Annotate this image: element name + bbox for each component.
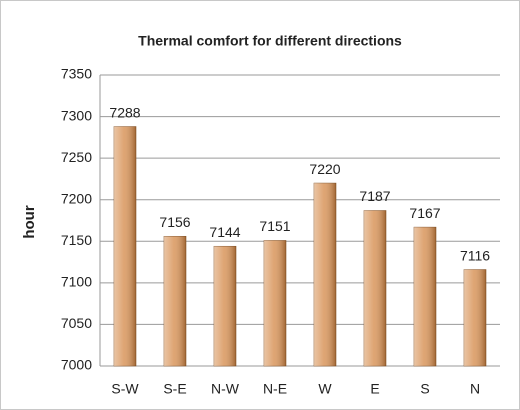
- x-tick-label: N-W: [211, 381, 240, 397]
- bar-shading: [414, 227, 436, 366]
- y-tick-label: 7300: [61, 107, 92, 123]
- data-label: 7220: [309, 161, 340, 177]
- y-tick-label: 7200: [61, 190, 92, 206]
- y-tick-label: 7100: [61, 274, 92, 290]
- data-label: 7288: [109, 104, 140, 120]
- bar-shading: [114, 126, 136, 366]
- data-label: 7144: [209, 224, 240, 240]
- data-label: 7151: [259, 218, 290, 234]
- bar-shading: [164, 236, 186, 366]
- x-tick-label: N-E: [263, 381, 287, 397]
- y-tick-label: 7000: [61, 357, 92, 373]
- data-label: 7187: [359, 188, 390, 204]
- y-axis-label: hour: [21, 205, 38, 238]
- bar-shading: [364, 210, 386, 366]
- bar-shading: [464, 269, 486, 366]
- y-tick-label: 7050: [61, 315, 92, 331]
- y-tick-label: 7150: [61, 232, 92, 248]
- bar-shading: [214, 246, 236, 366]
- x-tick-label: N: [470, 381, 480, 397]
- data-label: 7156: [159, 214, 190, 230]
- data-label: 7167: [409, 205, 440, 221]
- bar-shading: [264, 240, 286, 366]
- x-tick-label: W: [318, 381, 332, 397]
- data-label: 7116: [460, 247, 490, 263]
- y-tick-label: 7350: [61, 66, 92, 82]
- y-tick-label: 7250: [61, 149, 92, 165]
- x-tick-label: S-E: [163, 381, 186, 397]
- bar-shading: [314, 183, 336, 366]
- chart-title: Thermal comfort for different directions: [138, 33, 402, 49]
- x-tick-label: S-W: [111, 381, 139, 397]
- x-tick-label: E: [370, 381, 379, 397]
- x-tick-label: S: [420, 381, 429, 397]
